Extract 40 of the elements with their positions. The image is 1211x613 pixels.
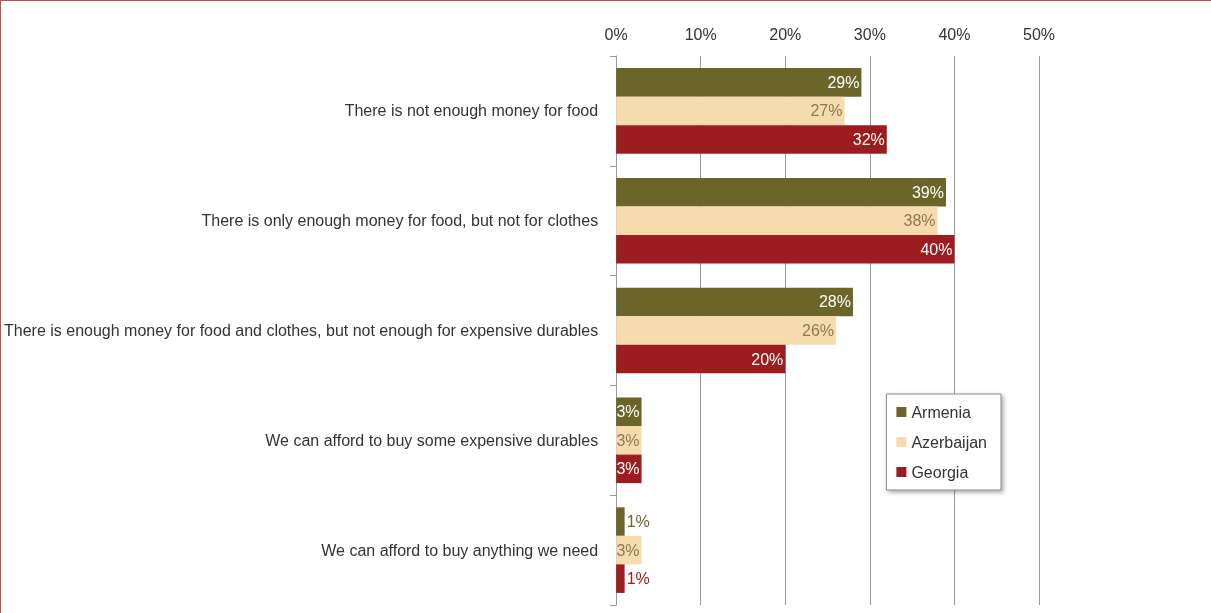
legend-label: Georgia (911, 463, 969, 481)
data-label: 26% (802, 322, 835, 339)
legend-label: Azerbaijan (911, 433, 988, 451)
data-label: 27% (810, 102, 843, 120)
data-label: 3% (616, 460, 640, 478)
bar (616, 507, 625, 536)
x-tick-label: 40% (938, 25, 971, 43)
bar (616, 564, 625, 593)
x-tick-label: 50% (1022, 25, 1056, 43)
data-label: 39% (911, 183, 944, 201)
data-label: 3% (616, 403, 640, 421)
bar (616, 177, 946, 207)
bar (616, 206, 938, 235)
y-tick-label: There is only enough money for food, but not for clothes (201, 212, 599, 230)
x-tick-label: 20% (769, 25, 802, 43)
data-label: 29% (827, 73, 860, 91)
data-label: 32% (852, 130, 885, 148)
data-label: 40% (920, 240, 953, 258)
data-label: 1% (626, 570, 650, 588)
bar (616, 234, 955, 264)
bar (616, 125, 887, 154)
data-label: 1% (626, 513, 650, 531)
data-label: 20% (751, 350, 784, 368)
bar (616, 344, 786, 374)
bar (616, 68, 862, 97)
bar (616, 287, 853, 317)
bar (616, 96, 845, 126)
y-tick-label: We can afford to buy some expensive durables (265, 431, 599, 449)
data-label: 3% (616, 541, 640, 559)
y-tick-label: There is not enough money for food (344, 102, 599, 120)
y-tick-label: We can afford to buy anything we need (321, 541, 599, 559)
data-label: 28% (818, 293, 851, 311)
x-tick-label: 10% (684, 25, 717, 43)
data-label: 38% (903, 212, 936, 230)
data-label: 3% (616, 431, 640, 449)
x-tick-label: 0% (604, 25, 628, 43)
y-tick-label: There is enough money for food and clothes, but not enough for expensive durables (4, 322, 599, 339)
bar (616, 316, 837, 345)
x-tick-label: 30% (853, 25, 886, 43)
legend-label: Armenia (911, 403, 972, 421)
